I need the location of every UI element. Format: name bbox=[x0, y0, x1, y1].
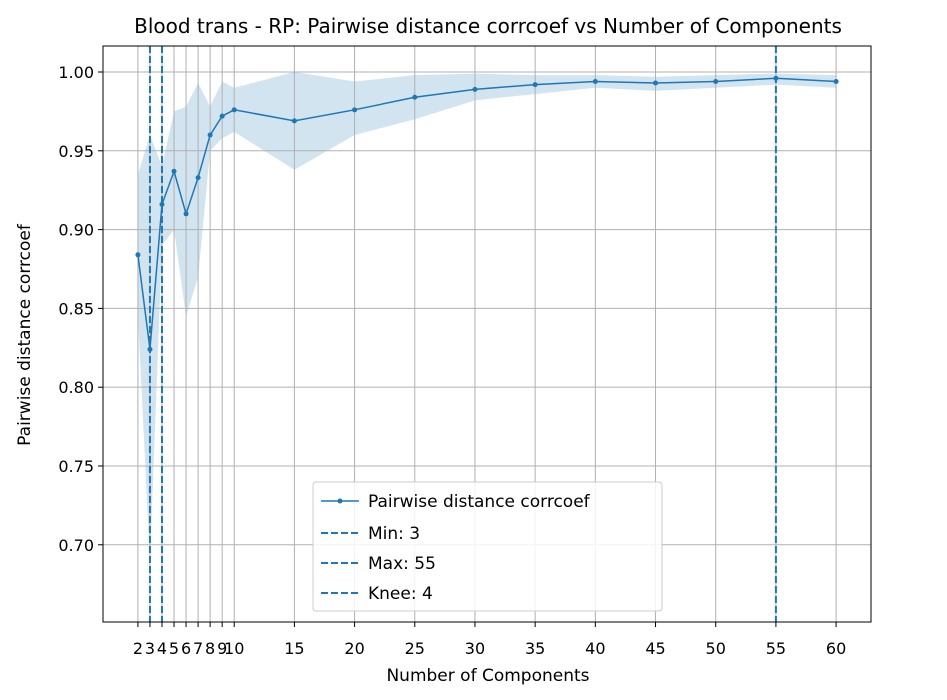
data-point bbox=[352, 107, 358, 113]
vertical-lines-layer bbox=[148, 46, 777, 622]
x-tick-label: 35 bbox=[525, 639, 545, 658]
x-tick-label: 9 bbox=[217, 639, 227, 658]
legend-marker-swatch bbox=[337, 498, 343, 504]
data-point bbox=[653, 80, 659, 86]
legend-entry-min: Min: 3 bbox=[368, 524, 420, 544]
x-tick-label: 6 bbox=[181, 639, 191, 658]
data-point bbox=[135, 252, 141, 258]
x-tick-label: 7 bbox=[193, 639, 203, 658]
y-tick-label: 0.85 bbox=[58, 299, 94, 318]
x-tick-label: 3 bbox=[145, 639, 155, 658]
data-point bbox=[183, 211, 189, 217]
data-point bbox=[219, 113, 225, 119]
x-tick-label: 25 bbox=[405, 639, 425, 658]
y-tick-label: 1.00 bbox=[58, 63, 94, 82]
data-point bbox=[412, 94, 418, 100]
legend-entry-series: Pairwise distance corrcoef bbox=[368, 492, 591, 512]
x-tick-label: 5 bbox=[169, 639, 179, 658]
x-tick-label: 4 bbox=[157, 639, 167, 658]
data-point bbox=[532, 82, 538, 88]
x-axis-ticks: 2 3 4 5 6 7 8 910 15 20 25 30 35 40 45 50 55 60 bbox=[133, 622, 846, 658]
y-axis-title: Pairwise distance corrcoef bbox=[15, 223, 35, 446]
x-tick-label: 45 bbox=[645, 639, 665, 658]
legend-entry-max: Max: 55 bbox=[368, 554, 436, 574]
y-axis-ticks: 0.70 0.75 0.80 0.85 0.90 0.95 1.00 bbox=[58, 63, 103, 555]
plot-frame bbox=[102, 45, 872, 623]
data-point bbox=[592, 78, 598, 84]
x-tick-label: 30 bbox=[465, 639, 485, 658]
data-point bbox=[291, 118, 297, 124]
y-tick-label: 0.90 bbox=[58, 221, 94, 240]
y-tick-label: 0.70 bbox=[58, 536, 94, 555]
data-point bbox=[171, 168, 177, 174]
series-line-layer bbox=[135, 75, 839, 352]
data-point bbox=[207, 132, 213, 138]
data-point bbox=[159, 201, 165, 207]
x-axis-title: Number of Components bbox=[386, 666, 589, 686]
data-point bbox=[472, 86, 478, 92]
data-point bbox=[195, 175, 201, 181]
x-tick-label: 2 bbox=[133, 639, 143, 658]
x-tick-label: 60 bbox=[826, 639, 846, 658]
y-tick-label: 0.75 bbox=[58, 457, 94, 476]
data-point bbox=[833, 78, 839, 84]
legend-entry-knee: Knee: 4 bbox=[368, 584, 433, 604]
confidence-band-layer bbox=[137, 72, 837, 561]
confidence-band bbox=[137, 72, 837, 561]
chart-title: Blood trans - RP: Pairwise distance corr… bbox=[134, 14, 842, 38]
y-tick-label: 0.95 bbox=[58, 142, 94, 161]
x-tick-label: 55 bbox=[766, 639, 786, 658]
legend-box bbox=[312, 481, 663, 612]
x-tick-label: 40 bbox=[585, 639, 605, 658]
x-tick-label: 8 bbox=[205, 639, 215, 658]
x-tick-label: 50 bbox=[706, 639, 726, 658]
data-point bbox=[713, 78, 719, 84]
x-tick-label: 15 bbox=[284, 639, 304, 658]
data-point bbox=[231, 107, 237, 113]
legend: Pairwise distance corrcoef Min: 3 Max: 5… bbox=[312, 481, 663, 612]
y-tick-label: 0.80 bbox=[58, 378, 94, 397]
x-tick-label: 10 bbox=[224, 639, 244, 658]
x-tick-label: 20 bbox=[344, 639, 364, 658]
